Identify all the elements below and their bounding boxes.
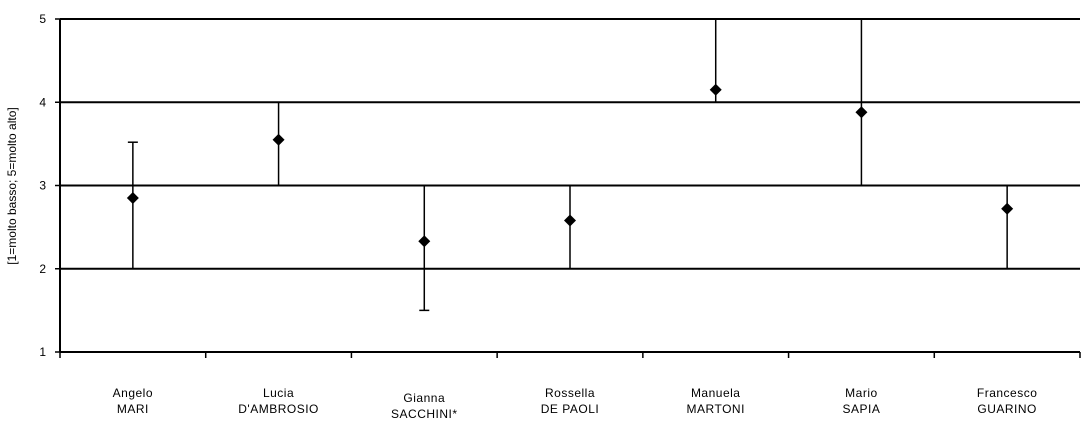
- y-tick-label-2: 2: [39, 262, 46, 276]
- x-category-label-second-line: MARI: [116, 402, 149, 416]
- data-points: [126, 83, 1014, 248]
- x-category-label-second-line: DE PAOLI: [540, 402, 600, 416]
- x-category-label-second-line: MARTONI: [686, 402, 745, 416]
- data-point-0: [126, 191, 139, 204]
- x-category-label: Rossella DE PAOLI: [541, 385, 599, 417]
- x-category-label-first-line: Rossella: [544, 386, 596, 400]
- data-point-3: [564, 214, 576, 227]
- y-tick-label-4: 4: [39, 95, 46, 109]
- x-category-label-first-line: Angelo: [112, 386, 154, 400]
- data-point-2: [418, 235, 431, 248]
- x-category-label: Lucia D'AMBROSIO: [238, 385, 319, 417]
- x-category-label-first-line: Mario: [845, 386, 878, 400]
- x-category-label-first-line: Gianna: [403, 391, 446, 405]
- x-category-label-second-line: SACCHINI*: [391, 407, 458, 421]
- y-axis-title: [1=molto basso; 5=molto alto]: [5, 107, 19, 264]
- x-category-label: Angelo MARI: [113, 385, 153, 417]
- y-tick-label-5: 5: [39, 12, 46, 26]
- x-category-label-first-line: Francesco: [976, 386, 1038, 400]
- data-point-1: [272, 133, 285, 146]
- error-bars: [127, 18, 1013, 312]
- x-category-label: Manuela MARTONI: [687, 385, 745, 417]
- data-point-4: [709, 83, 722, 96]
- data-point-6: [1001, 202, 1014, 215]
- x-category-label-second-line: D'AMBROSIO: [238, 402, 319, 416]
- x-category-label-second-line: GUARINO: [977, 402, 1037, 416]
- data-point-5: [855, 106, 868, 119]
- x-category-label: Francesco GUARINO: [977, 385, 1038, 417]
- y-tick-label-3: 3: [39, 179, 46, 193]
- x-category-label-first-line: Lucia: [262, 386, 295, 400]
- x-category-label: Gianna SACCHINI*: [391, 390, 458, 422]
- x-category-label-second-line: SAPIA: [842, 402, 881, 416]
- y-tick-label-1: 1: [39, 345, 46, 359]
- y-axis-ticks: 1 2 3 4 5: [39, 12, 60, 359]
- x-category-label-first-line: Manuela: [690, 386, 741, 400]
- x-category-label: Mario SAPIA: [842, 385, 880, 417]
